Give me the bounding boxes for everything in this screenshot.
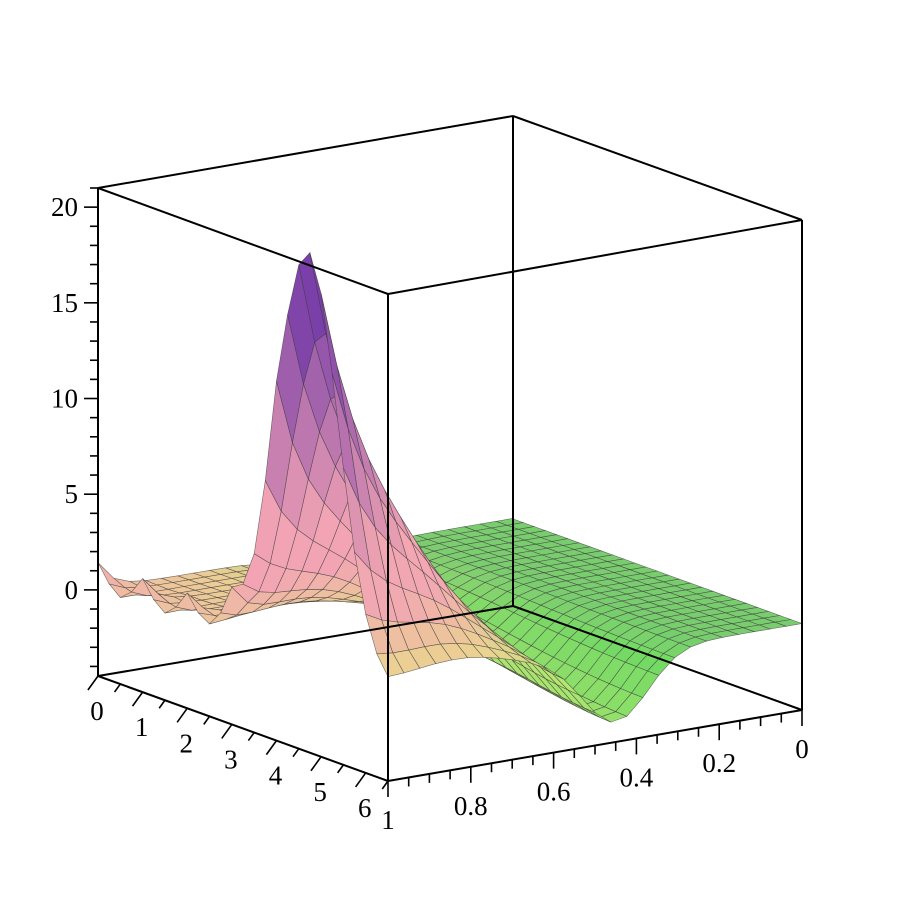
z-tick-label: 5 bbox=[65, 479, 79, 509]
y-tick-label: 1 bbox=[381, 805, 395, 835]
axis-tick bbox=[336, 764, 345, 774]
axis-tick bbox=[131, 691, 144, 707]
surface-mesh bbox=[97, 251, 804, 723]
x-tick-label: 1 bbox=[135, 712, 149, 742]
box-edge bbox=[97, 115, 514, 189]
x-tick-label: 2 bbox=[179, 728, 193, 758]
axis-tick bbox=[113, 683, 121, 693]
surface-patch bbox=[97, 562, 126, 589]
x-tick-label: 5 bbox=[313, 777, 327, 807]
y-tick-label: 0 bbox=[795, 734, 809, 764]
y-tick-label: 0.4 bbox=[620, 762, 654, 792]
y-tick-label: 0.6 bbox=[537, 777, 571, 807]
axis-tick bbox=[265, 740, 278, 756]
x-tick-label: 3 bbox=[224, 744, 238, 774]
axis-tick bbox=[203, 715, 211, 725]
axis-tick bbox=[381, 780, 389, 790]
axis-tick bbox=[87, 675, 99, 691]
z-tick-label: 10 bbox=[51, 384, 78, 414]
x-tick-label: 4 bbox=[269, 761, 283, 791]
axis-tick bbox=[221, 723, 233, 739]
z-tick-label: 20 bbox=[51, 192, 78, 222]
bounding-box bbox=[97, 115, 803, 782]
x-tick-label: 0 bbox=[90, 696, 104, 726]
axis-tick bbox=[310, 756, 322, 772]
x-tick-label: 6 bbox=[358, 793, 372, 823]
box-edge bbox=[97, 605, 514, 677]
axis-tick bbox=[158, 699, 166, 709]
box-edge bbox=[512, 115, 803, 221]
axis-tick bbox=[354, 772, 367, 788]
box-edge bbox=[512, 605, 803, 711]
axis-tick bbox=[292, 748, 300, 758]
y-tick-label: 0.8 bbox=[454, 791, 488, 821]
box-edge bbox=[97, 675, 389, 782]
z-tick-label: 15 bbox=[51, 288, 78, 318]
axis-tick bbox=[176, 707, 188, 723]
z-tick-label: 0 bbox=[65, 575, 79, 605]
y-tick-label: 0.2 bbox=[702, 748, 736, 778]
axis-tick bbox=[247, 732, 255, 742]
box-edge bbox=[97, 187, 389, 295]
box-edge bbox=[387, 219, 803, 295]
